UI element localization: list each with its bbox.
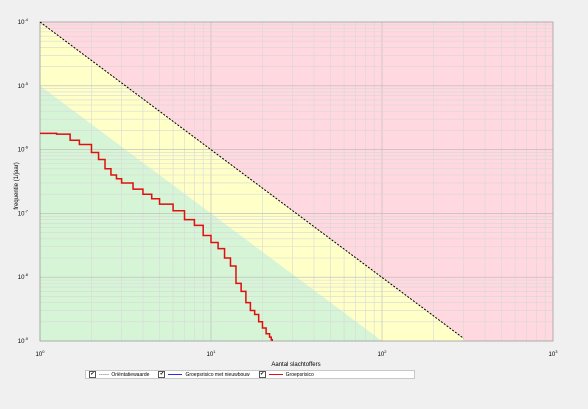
y-tick-exponent: -5: [24, 81, 28, 86]
legend-checkbox-groepsrisico-nieuwbouw[interactable]: ✔: [158, 371, 166, 378]
legend-label-orientatiewaarde: Oriëntatiewaarde: [111, 371, 150, 378]
legend-checkbox-orientatiewaarde[interactable]: ✔: [89, 371, 96, 378]
risk-zones: [40, 22, 553, 341]
x-tick-exponent: 2: [384, 349, 387, 354]
y-axis-label: frequentie (1/jaar): [14, 162, 20, 209]
legend-item-groepsrisico-nieuwbouw[interactable]: ✔ Groepsrisico met nieuwbouw: [158, 371, 250, 378]
grid: [39, 21, 554, 342]
y-tick-exponent: -4: [24, 17, 28, 22]
legend-item-groepsrisico[interactable]: ✔ Groepsrisico: [258, 371, 314, 378]
y-tick-exponent: -9: [24, 336, 28, 341]
y-tick-label: 10-5: [18, 81, 29, 90]
y-tick-label: 10-8: [18, 272, 29, 281]
y-tick-label: 10-4: [18, 17, 29, 26]
legend-line-orientatiewaarde: - - - - -: [99, 371, 109, 378]
x-tick-exponent: 1: [213, 349, 216, 354]
legend-swatch-groepsrisico-nieuwbouw: [168, 374, 183, 375]
legend-checkbox-groepsrisico[interactable]: ✔: [258, 371, 266, 378]
y-tick-exponent: -8: [24, 272, 28, 277]
x-tick-label: 102: [378, 349, 388, 358]
series-line-orientatiewaarde: [39, 21, 464, 339]
x-tick-exponent: 3: [555, 349, 558, 354]
y-tick-label: 10-7: [18, 208, 29, 217]
series-layer: [39, 21, 464, 341]
y-tick-label: 10-6: [18, 145, 29, 154]
x-tick-exponent: 0: [42, 349, 45, 354]
legend-label-groepsrisico: Groepsrisico: [285, 371, 314, 378]
x-tick-label: 103: [549, 349, 559, 358]
legend-item-orientatiewaarde[interactable]: ✔ - - - - - Oriëntatiewaarde: [89, 371, 149, 378]
x-axis-label: Aantal slachtoffers: [271, 362, 320, 368]
plot-frame: [39, 21, 554, 342]
y-tick-label: 10-9: [18, 336, 29, 345]
series-line-groepsrisico: [40, 132, 273, 341]
x-tick-label: 101: [207, 349, 217, 358]
legend: ✔ - - - - - Oriëntatiewaarde ✔ Groepsris…: [85, 370, 415, 379]
x-tick-label: 100: [36, 349, 46, 358]
legend-swatch-groepsrisico: [268, 374, 283, 375]
legend-label-groepsrisico-nieuwbouw: Groepsrisico met nieuwbouw: [185, 371, 250, 378]
y-tick-exponent: -6: [24, 145, 28, 150]
y-tick-exponent: -7: [24, 208, 28, 213]
